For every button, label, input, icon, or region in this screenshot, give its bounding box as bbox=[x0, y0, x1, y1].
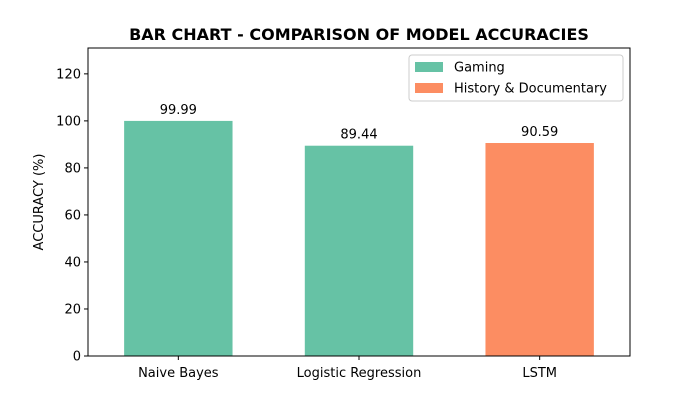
y-axis-label: ACCURACY (%) bbox=[32, 154, 47, 251]
legend-swatch bbox=[415, 62, 443, 72]
x-tick-label: LSTM bbox=[522, 366, 557, 381]
bar bbox=[485, 143, 594, 356]
x-tick-label: Naive Bayes bbox=[138, 366, 219, 381]
bar-value-label: 89.44 bbox=[340, 128, 377, 143]
plot-frame bbox=[87, 47, 631, 357]
legend-entries: Gaming History & Documentary bbox=[415, 61, 607, 97]
x-tick-label: Logistic Regression bbox=[297, 366, 422, 381]
y-tick-label: 100 bbox=[56, 114, 81, 129]
value-labels-group: 99.99 89.44 90.59 bbox=[160, 103, 559, 143]
bar bbox=[124, 120, 233, 357]
legend-label: History & Documentary bbox=[454, 82, 607, 97]
bar-value-label: 90.59 bbox=[521, 125, 558, 140]
y-tick-label: 80 bbox=[64, 161, 81, 176]
bars-group bbox=[124, 120, 594, 357]
y-tick-label: 40 bbox=[64, 255, 81, 270]
bar-value-label: 99.99 bbox=[160, 103, 197, 118]
legend-box bbox=[408, 54, 624, 102]
legend-swatch bbox=[415, 83, 443, 93]
legend: Gaming History & Documentary bbox=[408, 54, 624, 102]
y-axis-ticks: 0 20 40 60 80 100 120 bbox=[56, 67, 88, 365]
legend-label: Gaming bbox=[454, 61, 505, 76]
y-tick-label: 20 bbox=[64, 302, 81, 317]
y-tick-label: 0 bbox=[73, 350, 81, 365]
y-tick-label: 120 bbox=[56, 67, 81, 82]
y-tick-label: 60 bbox=[64, 208, 81, 223]
x-axis-tick-labels: Naive Bayes Logistic Regression LSTM bbox=[138, 356, 557, 381]
bar bbox=[304, 145, 414, 356]
chart-title: BAR CHART - COMPARISON OF MODEL ACCURACI… bbox=[129, 25, 589, 44]
